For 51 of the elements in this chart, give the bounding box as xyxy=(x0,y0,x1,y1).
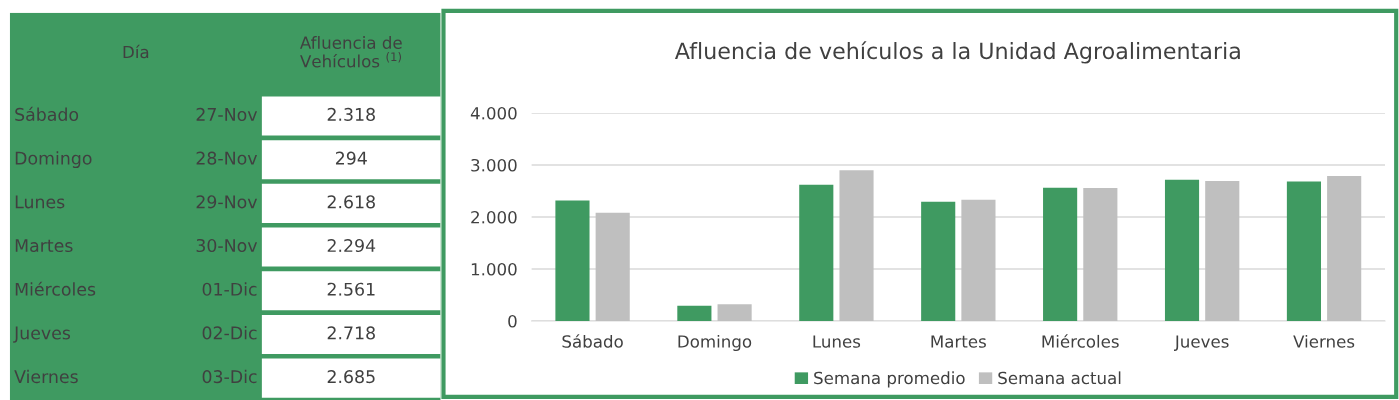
y-tick-label: 2.000 xyxy=(471,210,517,224)
text: 2.718 xyxy=(327,326,375,340)
text: 294 xyxy=(335,151,367,165)
bar xyxy=(921,201,956,321)
bar xyxy=(717,304,752,321)
text: 2.294 xyxy=(327,238,376,253)
bar xyxy=(595,212,630,321)
y-tick-label: 4.000 xyxy=(470,106,517,120)
bar xyxy=(677,305,712,321)
text: Afluencia de Vehículos $^{(1)}$ xyxy=(300,36,402,68)
bar xyxy=(1043,187,1078,321)
y-tick-label: 1.000 xyxy=(471,262,517,276)
text: 02-Dic xyxy=(202,326,257,340)
bar xyxy=(1205,181,1240,321)
y-tick-label: 3.000 xyxy=(471,158,517,172)
text: 29-Nov xyxy=(196,195,258,209)
text: Miércoles xyxy=(15,281,96,296)
x-tick-label: Lunes xyxy=(813,335,861,348)
y-tick-label: 0 xyxy=(508,314,517,328)
text: 01-Dic xyxy=(202,282,257,296)
chart-title: Afluencia de vehículos a la Unidad Agroalimentaria xyxy=(674,41,1240,64)
bar xyxy=(799,184,834,321)
text: 27-Nov xyxy=(196,107,258,121)
x-tick-label: Viernes xyxy=(1293,334,1355,348)
bar xyxy=(839,170,874,321)
x-tick-label: Domingo xyxy=(678,334,752,352)
text: Martes xyxy=(15,239,73,253)
bar xyxy=(1327,175,1362,321)
legend-label: Semana promedio xyxy=(814,371,965,388)
text: Domingo xyxy=(15,151,92,169)
text: 2.685 xyxy=(327,370,375,384)
bar xyxy=(555,200,590,321)
text: 03-Dic xyxy=(202,369,257,384)
text: Día xyxy=(123,44,149,59)
x-tick-label: Sábado xyxy=(562,334,623,348)
text: 2.618 xyxy=(327,195,375,209)
x-tick-label: Martes xyxy=(931,335,986,348)
text: 2.561 xyxy=(327,282,375,296)
bar xyxy=(1286,181,1322,321)
x-tick-label: Jueves xyxy=(1174,335,1229,351)
bar xyxy=(961,199,996,321)
bar xyxy=(1083,187,1118,321)
x-tick-label: Miércoles xyxy=(1042,334,1119,348)
text: Sábado xyxy=(15,106,79,121)
text: 30-Nov xyxy=(196,238,258,253)
text: Lunes xyxy=(15,195,65,209)
text: 28-Nov xyxy=(196,151,258,165)
bar xyxy=(1164,179,1200,321)
legend-label: Semana actual xyxy=(998,371,1121,385)
text: Viernes xyxy=(14,369,78,384)
text: 2.318 xyxy=(327,107,375,121)
